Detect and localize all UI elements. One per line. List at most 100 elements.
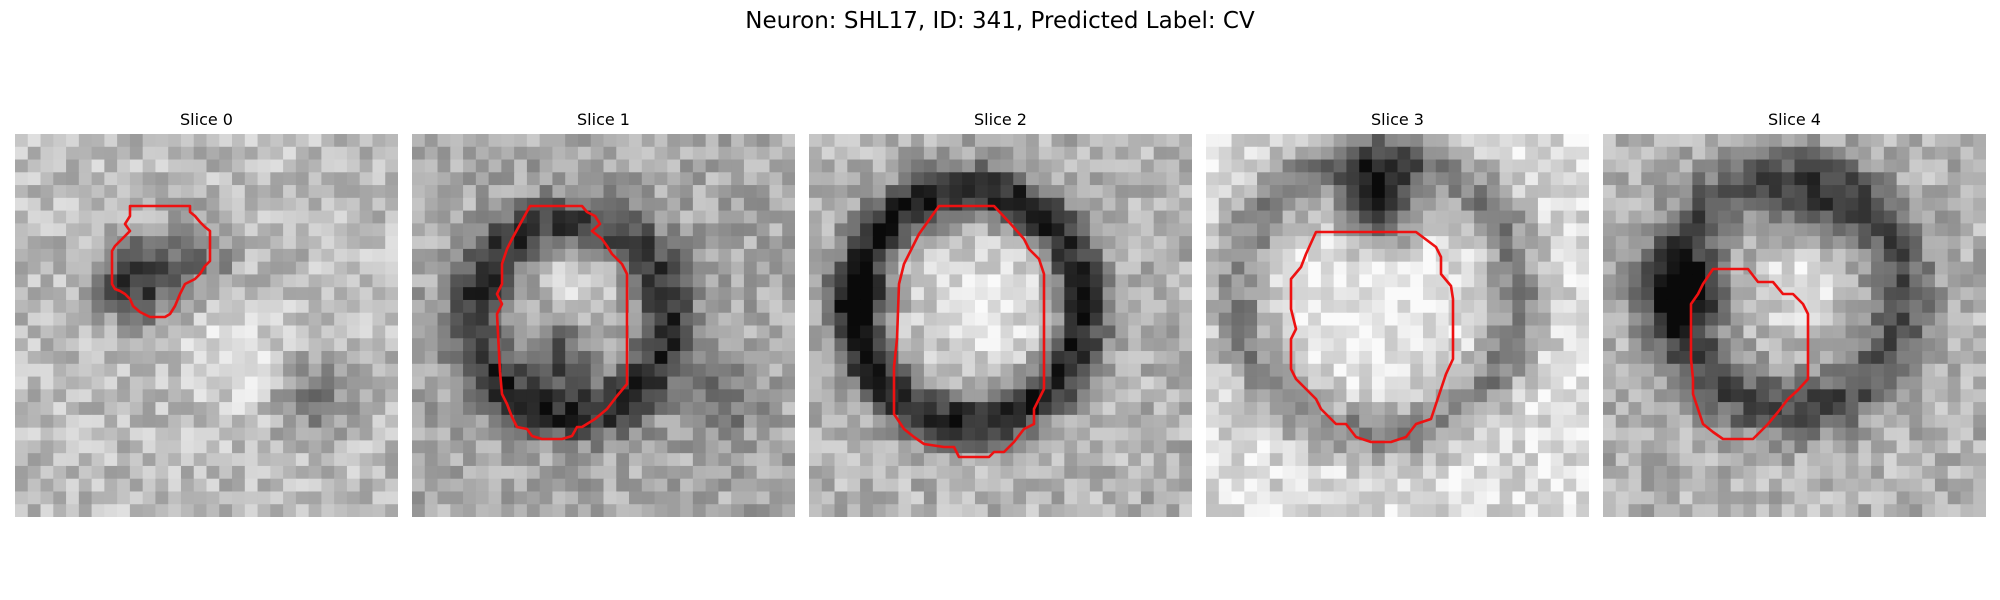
pixel	[936, 261, 951, 276]
pixel	[782, 236, 795, 250]
pixel	[641, 376, 656, 390]
pixel	[1231, 210, 1245, 224]
pixel	[1525, 223, 1539, 237]
pixel	[155, 465, 169, 480]
pixel	[1858, 210, 1872, 224]
pixel	[1231, 504, 1245, 517]
pixel	[15, 236, 29, 250]
pixel	[860, 504, 874, 517]
pixel	[1871, 159, 1885, 173]
pixel	[847, 478, 861, 493]
pixel	[1486, 478, 1501, 493]
pixel	[1397, 351, 1411, 365]
pixel	[1563, 236, 1577, 250]
pixel	[809, 363, 823, 378]
pixel	[1115, 312, 1129, 327]
pixel	[756, 287, 771, 301]
pixel	[1666, 465, 1681, 480]
pixel	[1730, 172, 1745, 186]
pixel	[359, 172, 374, 186]
pixel	[66, 185, 80, 199]
pixel	[936, 427, 951, 441]
pixel	[475, 427, 490, 441]
pixel	[257, 453, 271, 467]
pixel	[1896, 146, 1910, 161]
pixel	[860, 172, 874, 186]
pixel	[359, 351, 374, 365]
pixel	[1423, 248, 1437, 263]
pixel	[1077, 159, 1091, 173]
pixel	[1461, 223, 1475, 237]
pixel	[654, 185, 668, 199]
pixel	[104, 338, 118, 352]
pixel	[539, 210, 554, 224]
pixel	[1820, 338, 1834, 352]
pixel	[962, 389, 976, 403]
pixel	[1692, 172, 1706, 186]
pixel	[450, 376, 464, 390]
pixel	[860, 287, 874, 301]
pixel	[1781, 414, 1796, 429]
pixel	[731, 427, 745, 441]
pixel	[1410, 185, 1424, 199]
pixel	[1896, 261, 1910, 276]
pixel	[129, 159, 144, 173]
pixel	[526, 376, 541, 390]
pixel	[1308, 134, 1322, 148]
pixel	[590, 185, 605, 199]
pixel	[1179, 351, 1192, 365]
pixel	[1717, 376, 1732, 390]
pixel	[603, 325, 617, 339]
pixel	[232, 338, 246, 352]
pixel	[654, 402, 668, 416]
pixel	[450, 338, 464, 352]
pixel	[1077, 376, 1091, 390]
pixel	[1654, 504, 1668, 517]
pixel	[475, 478, 490, 493]
pixel	[821, 146, 836, 161]
pixel	[1679, 376, 1693, 390]
pixel	[1512, 159, 1526, 173]
pixel	[1679, 134, 1693, 148]
pixel	[1206, 134, 1220, 148]
pixel	[1550, 440, 1565, 454]
pixel	[1166, 312, 1180, 327]
pixel	[834, 236, 848, 250]
pixel	[1397, 185, 1411, 199]
pixel	[1308, 159, 1322, 173]
pixel	[590, 465, 605, 480]
pixel	[180, 402, 195, 416]
pixel	[385, 453, 398, 467]
pixel	[1896, 478, 1910, 493]
pixel	[1013, 248, 1027, 263]
pixel	[1384, 248, 1399, 263]
pixel	[180, 159, 195, 173]
pixel	[1641, 312, 1655, 327]
pixel	[680, 427, 694, 441]
pixel	[1563, 389, 1577, 403]
pixel	[1166, 351, 1180, 365]
pixel	[308, 363, 322, 378]
pixel	[283, 402, 297, 416]
pixel	[923, 491, 938, 505]
pixel	[1705, 261, 1719, 276]
pixel	[295, 159, 310, 173]
pixel	[834, 351, 848, 365]
pixel	[450, 146, 464, 161]
pixel	[1628, 402, 1642, 416]
pixel	[885, 274, 899, 288]
pixel	[40, 376, 54, 390]
pixel	[66, 491, 80, 505]
pixel	[1705, 453, 1719, 467]
pixel	[385, 287, 398, 301]
pixel	[308, 261, 322, 276]
pixel	[1641, 440, 1655, 454]
pixel	[1845, 491, 1859, 505]
pixel	[1654, 274, 1668, 288]
pixel	[898, 402, 912, 416]
pixel	[475, 338, 490, 352]
pixel	[1628, 134, 1642, 148]
pixel	[1269, 248, 1284, 263]
pixel	[1448, 134, 1462, 148]
pixel	[1922, 338, 1936, 352]
